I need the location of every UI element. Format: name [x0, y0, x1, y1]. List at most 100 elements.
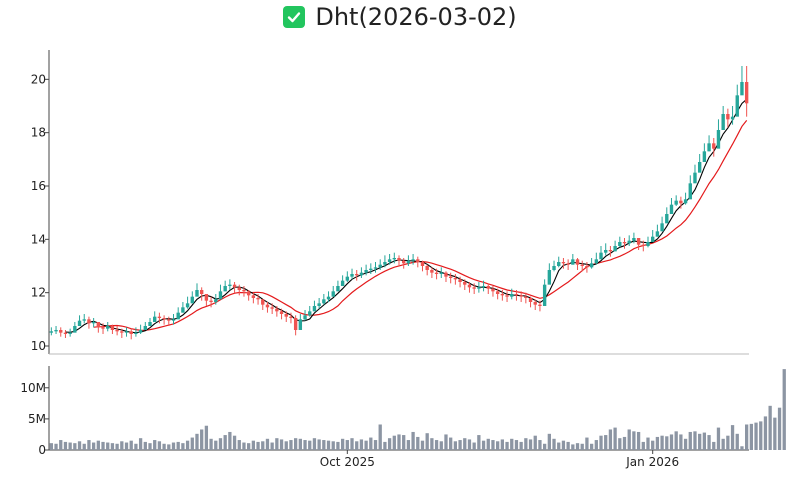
candle-body — [242, 290, 246, 292]
volume-bar — [162, 443, 166, 450]
candle-body — [232, 284, 237, 288]
volume-bar — [608, 429, 613, 450]
x-tick-label: Oct 2025 — [320, 455, 375, 469]
volume-bar — [754, 422, 758, 450]
volume-bar — [176, 441, 180, 450]
volume-bar — [618, 438, 622, 450]
volume-bar — [524, 438, 528, 450]
volume-bar — [613, 427, 617, 450]
price-panel: 10 12 14 16 18 20 — [31, 50, 749, 355]
candle-body — [246, 291, 251, 296]
price-tick-label: 18 — [31, 126, 46, 140]
candle-body — [251, 295, 256, 298]
candle-body — [552, 266, 556, 270]
candle-body — [740, 82, 744, 96]
volume-bar — [622, 436, 627, 450]
candle-body — [599, 252, 603, 260]
candle-body — [651, 236, 655, 242]
candle-body — [157, 316, 162, 318]
candle-body — [604, 250, 608, 253]
volume-bar — [730, 425, 735, 450]
candle-body — [528, 298, 533, 302]
volume-bar — [566, 441, 570, 450]
volume-bar — [528, 439, 533, 450]
candle-body — [697, 162, 702, 173]
candle-body — [218, 291, 223, 300]
volume-bar — [439, 441, 443, 450]
candle-body — [660, 223, 664, 232]
candle-body — [702, 151, 707, 162]
candle-body — [712, 143, 716, 149]
candle-body — [261, 299, 265, 305]
volume-bar — [167, 444, 171, 450]
candle-body — [622, 242, 627, 244]
volume-bar — [223, 435, 227, 450]
candle-body — [364, 270, 368, 273]
volume-bar — [716, 427, 721, 450]
volume-bar — [294, 438, 298, 450]
candle-body — [674, 200, 678, 205]
candle-body — [153, 316, 157, 322]
volume-bar — [120, 441, 124, 450]
candle-body — [542, 284, 547, 306]
volume-bar — [646, 437, 650, 450]
volume-bar — [655, 436, 660, 450]
volume-bar — [491, 440, 495, 450]
candle-body — [561, 262, 566, 264]
candle-body — [524, 296, 528, 298]
volume-bar — [745, 424, 749, 450]
volume-bar — [726, 435, 730, 450]
volume-bar — [369, 437, 373, 450]
candle-body — [420, 262, 425, 266]
volume-bar — [336, 441, 340, 450]
candle-body — [101, 327, 105, 329]
volume-bar — [594, 440, 598, 450]
candle-body — [190, 296, 194, 304]
candle-body — [594, 259, 599, 264]
candle-body — [533, 302, 537, 305]
candle-body — [317, 303, 321, 306]
volume-bar — [270, 442, 274, 450]
volume-bar — [636, 431, 641, 450]
volume-bar — [279, 439, 284, 450]
candle-body — [378, 264, 382, 268]
volume-bar — [735, 433, 739, 450]
volume-bar — [430, 438, 434, 450]
volume-bar — [115, 443, 119, 450]
check-icon — [283, 6, 306, 28]
volume-bar — [181, 443, 185, 450]
volume-bar — [247, 443, 251, 450]
candle-body — [397, 258, 401, 261]
candle-body — [538, 304, 542, 306]
candle-body — [326, 296, 331, 300]
candle-body — [665, 214, 669, 224]
volume-panel: 0 5M 10M — [20, 366, 786, 457]
candle-body — [256, 298, 260, 300]
candle-body — [387, 259, 392, 262]
volume-bar — [261, 441, 265, 450]
volume-bar — [561, 440, 566, 450]
volume-bar — [387, 438, 392, 450]
candle-body — [444, 272, 448, 277]
volume-bar — [185, 440, 190, 450]
volume-bar — [82, 443, 86, 450]
volume-bar — [698, 433, 702, 450]
volume-bar — [124, 442, 129, 450]
volume-bar — [763, 416, 768, 450]
candle-body — [312, 306, 317, 312]
candle-body — [143, 326, 147, 330]
volume-bar — [679, 434, 683, 450]
candle-body — [138, 330, 143, 333]
volume-bar — [505, 441, 509, 450]
volume-bar — [683, 438, 688, 450]
candle-body — [350, 274, 354, 277]
x-axis: Oct 2025 Jan 2026 — [320, 450, 679, 469]
candle-body — [176, 312, 180, 320]
volume-bar — [674, 431, 678, 450]
candle-body — [134, 332, 138, 334]
candle-body — [669, 204, 674, 214]
volume-bar — [355, 441, 359, 450]
volume-bar — [214, 440, 218, 450]
candle-body — [430, 270, 434, 273]
